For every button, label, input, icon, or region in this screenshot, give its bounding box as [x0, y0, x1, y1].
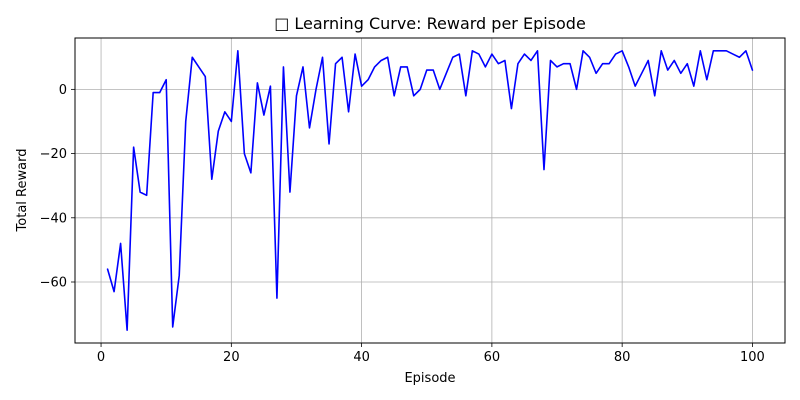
reward-series-line [106, 50, 754, 331]
plot-frame [74, 37, 786, 344]
x-axis-title: Episode [404, 371, 455, 386]
y-tick-label: −60 [40, 276, 67, 291]
grid-lines [75, 38, 785, 343]
y-tick-label: −20 [40, 147, 67, 162]
x-tick-label: 20 [223, 350, 240, 365]
x-tick-label: 60 [484, 350, 501, 365]
y-tick-label: −40 [40, 211, 67, 226]
x-tick-label: 80 [614, 350, 631, 365]
x-tick-label: 0 [97, 350, 105, 365]
y-tick-label: 0 [59, 83, 67, 98]
y-axis-title: Total Reward [15, 149, 30, 233]
chart-title: □ Learning Curve: Reward per Episode [274, 14, 586, 33]
x-tick-label: 40 [353, 350, 370, 365]
x-tick-label: 100 [740, 350, 765, 365]
axis-ticks: 0 20 40 60 80 100 0 −20 −40 −60 [40, 83, 765, 365]
series-layer [106, 50, 754, 331]
